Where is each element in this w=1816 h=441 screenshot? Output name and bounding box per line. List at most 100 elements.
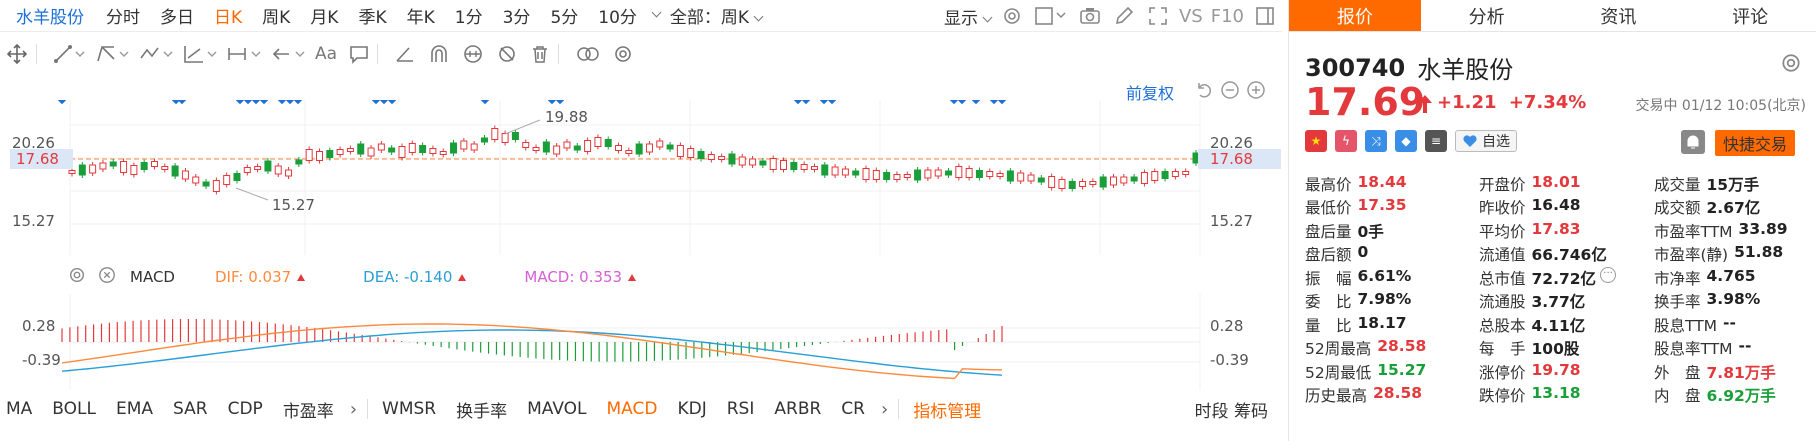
range-measure-icon[interactable] <box>227 36 263 72</box>
indicator-tab-kdj[interactable]: KDJ <box>677 399 707 419</box>
settings-gear-icon[interactable] <box>995 0 1029 32</box>
stat-label: 52周最低 <box>1305 363 1372 382</box>
undo-icon[interactable] <box>1194 80 1214 100</box>
quote-stat: 市净率 4.765 <box>1654 267 1809 289</box>
period-tab-zhouk[interactable]: 周K <box>262 8 291 28</box>
vs-compare-button[interactable]: VS <box>1178 5 1203 27</box>
period-tab-10min[interactable]: 10分 <box>598 8 637 28</box>
comment-tool-icon[interactable] <box>349 36 369 72</box>
f10-button[interactable]: F10 <box>1210 5 1244 27</box>
indicator-tab-mavol[interactable]: MAVOL <box>527 399 587 419</box>
macd-chart[interactable] <box>0 294 1282 390</box>
more-options-icon[interactable]: ··· <box>1600 266 1617 283</box>
period-tab-1min[interactable]: 1分 <box>454 8 483 28</box>
tab-quote[interactable]: 报价 <box>1289 0 1421 31</box>
stat-label: 跌停价 <box>1479 387 1526 406</box>
pen-draw-icon[interactable] <box>1107 0 1141 32</box>
fullscreen-icon[interactable] <box>1141 0 1175 32</box>
quote-stat: 委 比 7.98% <box>1305 290 1479 312</box>
scroll-right-chevron-icon[interactable]: › <box>349 398 358 420</box>
hide-drawing-icon[interactable] <box>496 36 518 72</box>
text-tool-button[interactable]: Aa <box>315 44 338 64</box>
candle-body <box>408 143 416 153</box>
indicator-tab-arbr[interactable]: ARBR <box>774 399 822 419</box>
period-tab-jik[interactable]: 季K <box>358 8 387 28</box>
quote-tabs: 报价 分析 资讯 评论 <box>1289 0 1816 32</box>
indicator-manager-button[interactable]: 指标管理 <box>913 401 982 422</box>
fibonacci-tool-icon[interactable] <box>183 36 219 72</box>
indicator-tab-turnover[interactable]: 换手率 <box>456 401 508 422</box>
arrow-tool-icon[interactable] <box>271 36 307 72</box>
move-cross-icon[interactable] <box>6 36 28 72</box>
close-indicator-icon[interactable] <box>98 266 116 288</box>
chart-zoom-controls <box>1194 80 1266 100</box>
macd-indicator-select[interactable]: MACD <box>130 268 187 286</box>
stock-name-link[interactable]: 水羊股份 <box>16 8 84 28</box>
quote-settings-gear-icon[interactable] <box>1780 52 1802 78</box>
candle-body <box>872 170 880 180</box>
alert-bell-icon[interactable] <box>1681 130 1705 154</box>
candle-body <box>903 174 911 178</box>
overlay-compare-icon[interactable] <box>575 36 601 72</box>
more-periods-chevron-icon[interactable] <box>651 7 662 18</box>
quote-stat: 市盈率TTM 33.89 <box>1654 220 1809 242</box>
indicator-tab-cdp[interactable]: CDP <box>227 399 263 419</box>
wave-tool-icon[interactable] <box>139 36 175 72</box>
lock-drawing-icon[interactable] <box>462 36 484 72</box>
scroll-right-chevron-icon[interactable]: › <box>880 398 889 420</box>
period-tab-duori[interactable]: 多日 <box>160 8 194 28</box>
stat-label: 流通值 <box>1479 246 1526 265</box>
kline-chart[interactable]: 19.88 15.27 <box>0 100 1282 260</box>
up-triangle-icon <box>297 274 306 281</box>
add-to-watchlist-button[interactable]: 自选 <box>1455 130 1517 152</box>
indicator-settings-gear-icon[interactable] <box>68 266 86 288</box>
indicator-tab-wmsr[interactable]: WMSR <box>382 399 437 419</box>
period-chip-toggle[interactable]: 时段 筹码 <box>1194 401 1268 422</box>
candle-body <box>986 171 994 177</box>
watchlist-label: 自选 <box>1482 134 1510 150</box>
layout-square-icon[interactable] <box>1029 0 1073 32</box>
tab-comments[interactable]: 评论 <box>1732 6 1769 28</box>
indicator-tab-sar[interactable]: SAR <box>173 399 208 419</box>
channel-tool-icon[interactable] <box>95 36 131 72</box>
tab-news[interactable]: 资讯 <box>1600 6 1637 28</box>
zoom-out-icon[interactable] <box>1220 80 1240 100</box>
event-marker-diamond <box>277 100 287 105</box>
trading-status: 交易中 01/12 10:05(北京) <box>1635 98 1806 114</box>
quick-trade-button[interactable]: 快捷交易 <box>1715 130 1796 156</box>
sidebar-toggle-icon[interactable] <box>1248 0 1282 32</box>
range-select[interactable]: 全部：周K <box>670 3 764 28</box>
magnet-icon[interactable] <box>428 36 450 72</box>
display-select-label: 显示 <box>943 8 978 29</box>
trash-icon[interactable] <box>530 36 550 72</box>
stat-value: 3.77亿 <box>1531 293 1586 312</box>
indicator-tab-cr[interactable]: CR <box>841 399 865 419</box>
camera-icon[interactable] <box>1073 0 1107 32</box>
fuquan-adjust-button[interactable]: 前复权 <box>1126 84 1175 103</box>
candle-body <box>1130 176 1138 182</box>
display-select[interactable]: 显示 <box>943 4 993 29</box>
quote-panel: 报价 分析 资讯 评论 300740 水羊股份 17.69 +1.21 +7.3… <box>1288 0 1816 441</box>
period-tab-3min[interactable]: 3分 <box>502 8 531 28</box>
angle-tool-icon[interactable] <box>394 36 416 72</box>
period-tab-yuek[interactable]: 月K <box>310 8 339 28</box>
zoom-in-icon[interactable] <box>1246 80 1266 100</box>
period-tab-5min[interactable]: 5分 <box>550 8 579 28</box>
event-marker-diamond <box>57 100 67 105</box>
indicator-tab-macd[interactable]: MACD <box>606 399 658 419</box>
right-y-tick-current-price: 17.68 <box>1198 149 1281 169</box>
indicator-tab-ema[interactable]: EMA <box>115 399 154 419</box>
event-marker-diamond <box>177 100 187 105</box>
line-segment-icon[interactable] <box>53 36 87 72</box>
period-tab-fenshi[interactable]: 分时 <box>106 8 140 28</box>
indicator-tab-rsi[interactable]: RSI <box>726 399 755 419</box>
period-tab-rik[interactable]: 日K <box>214 8 243 28</box>
event-marker-diamond <box>989 100 999 105</box>
tab-analysis[interactable]: 分析 <box>1468 6 1505 28</box>
draw-settings-gear-icon[interactable] <box>613 36 633 72</box>
indicator-tab-boll[interactable]: BOLL <box>52 399 96 419</box>
quote-stat: 最低价 17.35 <box>1305 196 1479 218</box>
indicator-tab-pe[interactable]: 市盈率 <box>282 401 334 422</box>
indicator-tab-ma[interactable]: MA <box>6 399 33 419</box>
period-tab-niank[interactable]: 年K <box>406 8 435 28</box>
